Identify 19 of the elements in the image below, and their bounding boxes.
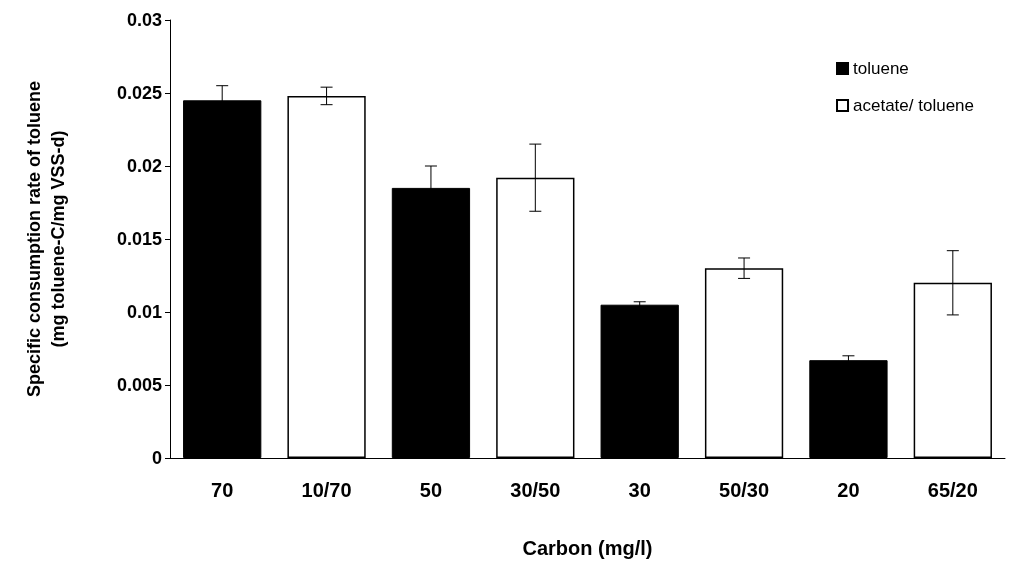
x-tick-label: 20 (837, 479, 860, 501)
x-axis-title: Carbon (mg/l) (522, 537, 653, 559)
x-tick-label: 50/30 (719, 479, 770, 501)
legend-label: toluene (853, 59, 909, 78)
y-tick-label: 0 (151, 448, 162, 468)
y-tick-label: 0.02 (126, 156, 162, 176)
y-axis-title: Specific consumption rate of toluene (mg toluene-C/mg VSS-d) (24, 80, 68, 398)
y-tick-label: 0.03 (126, 10, 162, 30)
y-tick-label: 0.025 (116, 83, 162, 103)
x-tick-label: 70 (211, 479, 234, 501)
y-tick-label: 0.01 (126, 302, 162, 322)
x-tick-label: 30 (628, 479, 651, 501)
x-tick-label: 65/20 (927, 479, 978, 501)
x-tick-label: 30/50 (510, 479, 561, 501)
y-tick-label: 0.015 (116, 229, 162, 249)
legend-label: acetate/ toluene (853, 96, 974, 115)
y-tick-label: 0.005 (116, 375, 162, 395)
x-tick-label: 50 (419, 479, 443, 501)
x-tick-label: 10/70 (301, 479, 352, 501)
